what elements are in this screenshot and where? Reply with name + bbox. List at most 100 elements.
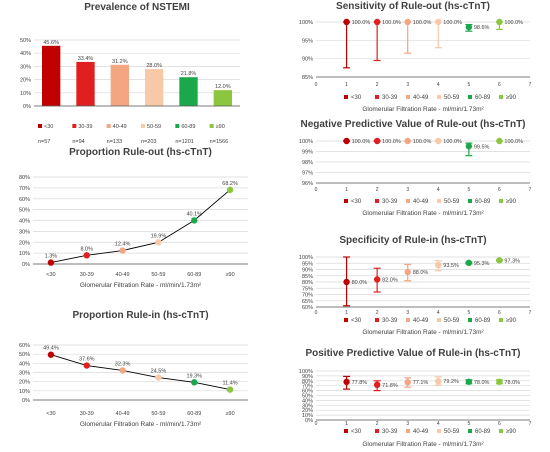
point-value-label: 40.1% bbox=[186, 211, 202, 217]
point-value-label: 97.3% bbox=[504, 258, 520, 264]
spec-ytick-label: 95% bbox=[302, 261, 313, 267]
xtick-label: 3 bbox=[406, 82, 409, 88]
legend-label: 60-89 bbox=[181, 124, 195, 130]
npv-point-5 bbox=[496, 137, 503, 145]
rule_out-point-0 bbox=[47, 259, 55, 266]
rule_out-ytick-label: 60% bbox=[19, 197, 30, 203]
legend-label: 40-49 bbox=[113, 124, 127, 130]
npv-legend-swatch-2 bbox=[406, 199, 410, 203]
rule_in-ytick-label: 20% bbox=[19, 380, 30, 386]
rule_in-x-axis-label: Glomerular Filtration Rate - ml/min/1.73… bbox=[80, 421, 202, 428]
xtick-label: ≥90 bbox=[226, 272, 235, 278]
point-value-label: 77.1% bbox=[413, 380, 429, 386]
spec-legend-swatch-3 bbox=[437, 318, 441, 322]
n-label: n=94 bbox=[72, 139, 84, 145]
rule_in-point-2 bbox=[119, 367, 126, 374]
spec-ytick-label: 85% bbox=[302, 274, 313, 280]
rule_out-ytick-label: 20% bbox=[19, 240, 30, 246]
rule_out-ytick-label: 30% bbox=[19, 229, 30, 235]
legend-label: <30 bbox=[351, 318, 362, 324]
legend-label: 60-89 bbox=[475, 429, 491, 435]
sens-point-2 bbox=[404, 18, 411, 26]
point-value-label: 100.0% bbox=[382, 139, 401, 145]
rule_in-point-0 bbox=[47, 351, 55, 358]
prevalence-ytick-label: 10% bbox=[20, 91, 31, 97]
legend-label: 30-39 bbox=[382, 95, 398, 101]
sens-legend-swatch-4 bbox=[468, 95, 472, 99]
sens-ytick-label: 95% bbox=[302, 38, 313, 44]
xtick-label: 4 bbox=[437, 421, 440, 427]
prevalence-ytick-label: 40% bbox=[20, 51, 31, 57]
n-label: n=1201 bbox=[175, 139, 194, 145]
xtick-label: 3 bbox=[406, 421, 409, 427]
legend-label: <30 bbox=[351, 199, 362, 205]
legend-label: 60-89 bbox=[475, 318, 491, 324]
ppv-point-3 bbox=[435, 377, 442, 385]
xtick-label: 50-59 bbox=[151, 411, 165, 417]
ppv-point-5 bbox=[496, 378, 503, 385]
point-value-label: 100.0% bbox=[382, 20, 401, 26]
spec-legend-swatch-0 bbox=[344, 318, 348, 322]
xtick-label: 4 bbox=[437, 187, 440, 193]
n-label: n=133 bbox=[107, 139, 122, 145]
xtick-label: 5 bbox=[467, 421, 470, 427]
spec-legend-swatch-4 bbox=[468, 318, 472, 322]
sens-x-axis-label: Glomerular Filtration Rate - ml/min/1.73… bbox=[362, 106, 484, 113]
npv-legend-swatch-5 bbox=[499, 199, 503, 203]
ppv-legend-swatch-3 bbox=[437, 429, 441, 433]
xtick-label: 7 bbox=[529, 82, 532, 88]
spec-ytick-label: 60% bbox=[302, 305, 313, 311]
spec-x-axis-label: Glomerular Filtration Rate - ml/min/1.73… bbox=[362, 329, 484, 336]
sens-ytick-label: 100% bbox=[299, 20, 313, 26]
legend-swatch-5 bbox=[209, 124, 214, 128]
sens-ytick-label: 90% bbox=[302, 57, 313, 63]
bar-1 bbox=[76, 61, 95, 106]
rule_out-ytick-label: 40% bbox=[19, 219, 30, 225]
xtick-label: 2 bbox=[376, 82, 379, 88]
point-value-label: 78.0% bbox=[474, 380, 490, 386]
xtick-label: 0 bbox=[315, 421, 318, 427]
rule_out-title: Proportion Rule-out (hs-cTnT) bbox=[69, 147, 212, 158]
point-value-label: 100.0% bbox=[413, 139, 432, 145]
xtick-label: 6 bbox=[498, 421, 501, 427]
legend-label: ≥90 bbox=[506, 95, 517, 101]
rule_out-point-5 bbox=[226, 186, 234, 194]
rule_out-series-line bbox=[50, 189, 231, 264]
rule_in-point-3 bbox=[155, 374, 162, 381]
ppv-ytick-label: 0% bbox=[305, 418, 313, 424]
point-value-label: 37.6% bbox=[79, 357, 95, 363]
rule_out-ytick-label: 80% bbox=[19, 175, 30, 181]
ppv-legend-swatch-1 bbox=[375, 429, 379, 433]
n-label: n=1566 bbox=[210, 139, 229, 145]
rule_in-point-4 bbox=[191, 379, 198, 386]
sens-point-3 bbox=[435, 18, 442, 26]
n-label: n=203 bbox=[141, 139, 156, 145]
point-value-label: 99.5% bbox=[474, 144, 490, 150]
ppv-ytick-label: 90% bbox=[302, 374, 313, 380]
spec-legend-swatch-1 bbox=[375, 318, 379, 322]
spec-ytick-label: 75% bbox=[302, 286, 313, 292]
legend-label: 50-59 bbox=[444, 429, 460, 435]
spec-ytick-label: 70% bbox=[302, 293, 313, 299]
point-value-label: 80.0% bbox=[352, 280, 368, 286]
point-value-label: 98.6% bbox=[474, 25, 490, 31]
point-value-label: 82.0% bbox=[382, 278, 398, 284]
sens-ytick-label: 85% bbox=[302, 75, 313, 81]
xtick-label: 7 bbox=[529, 310, 532, 316]
ppv-x-axis-label: Glomerular Filtration Rate - ml/min/1.73… bbox=[362, 441, 484, 448]
point-value-label: 100.0% bbox=[504, 20, 523, 26]
rule_in-ytick-label: 50% bbox=[19, 352, 30, 358]
rule_in-ytick-label: 40% bbox=[19, 361, 30, 367]
spec-ytick-label: 80% bbox=[302, 280, 313, 286]
npv-ytick-label: 98% bbox=[302, 160, 313, 166]
xtick-label: 0 bbox=[315, 187, 318, 193]
xtick-label: 3 bbox=[406, 187, 409, 193]
sens-point-0 bbox=[343, 18, 350, 26]
legend-label: <30 bbox=[351, 95, 362, 101]
rule_in-series-line bbox=[50, 354, 231, 390]
spec-legend-swatch-2 bbox=[406, 318, 410, 322]
npv-legend-swatch-1 bbox=[375, 199, 379, 203]
xtick-label: 0 bbox=[315, 82, 318, 88]
xtick-label: 1 bbox=[345, 421, 348, 427]
xtick-label: 40-49 bbox=[116, 272, 130, 278]
